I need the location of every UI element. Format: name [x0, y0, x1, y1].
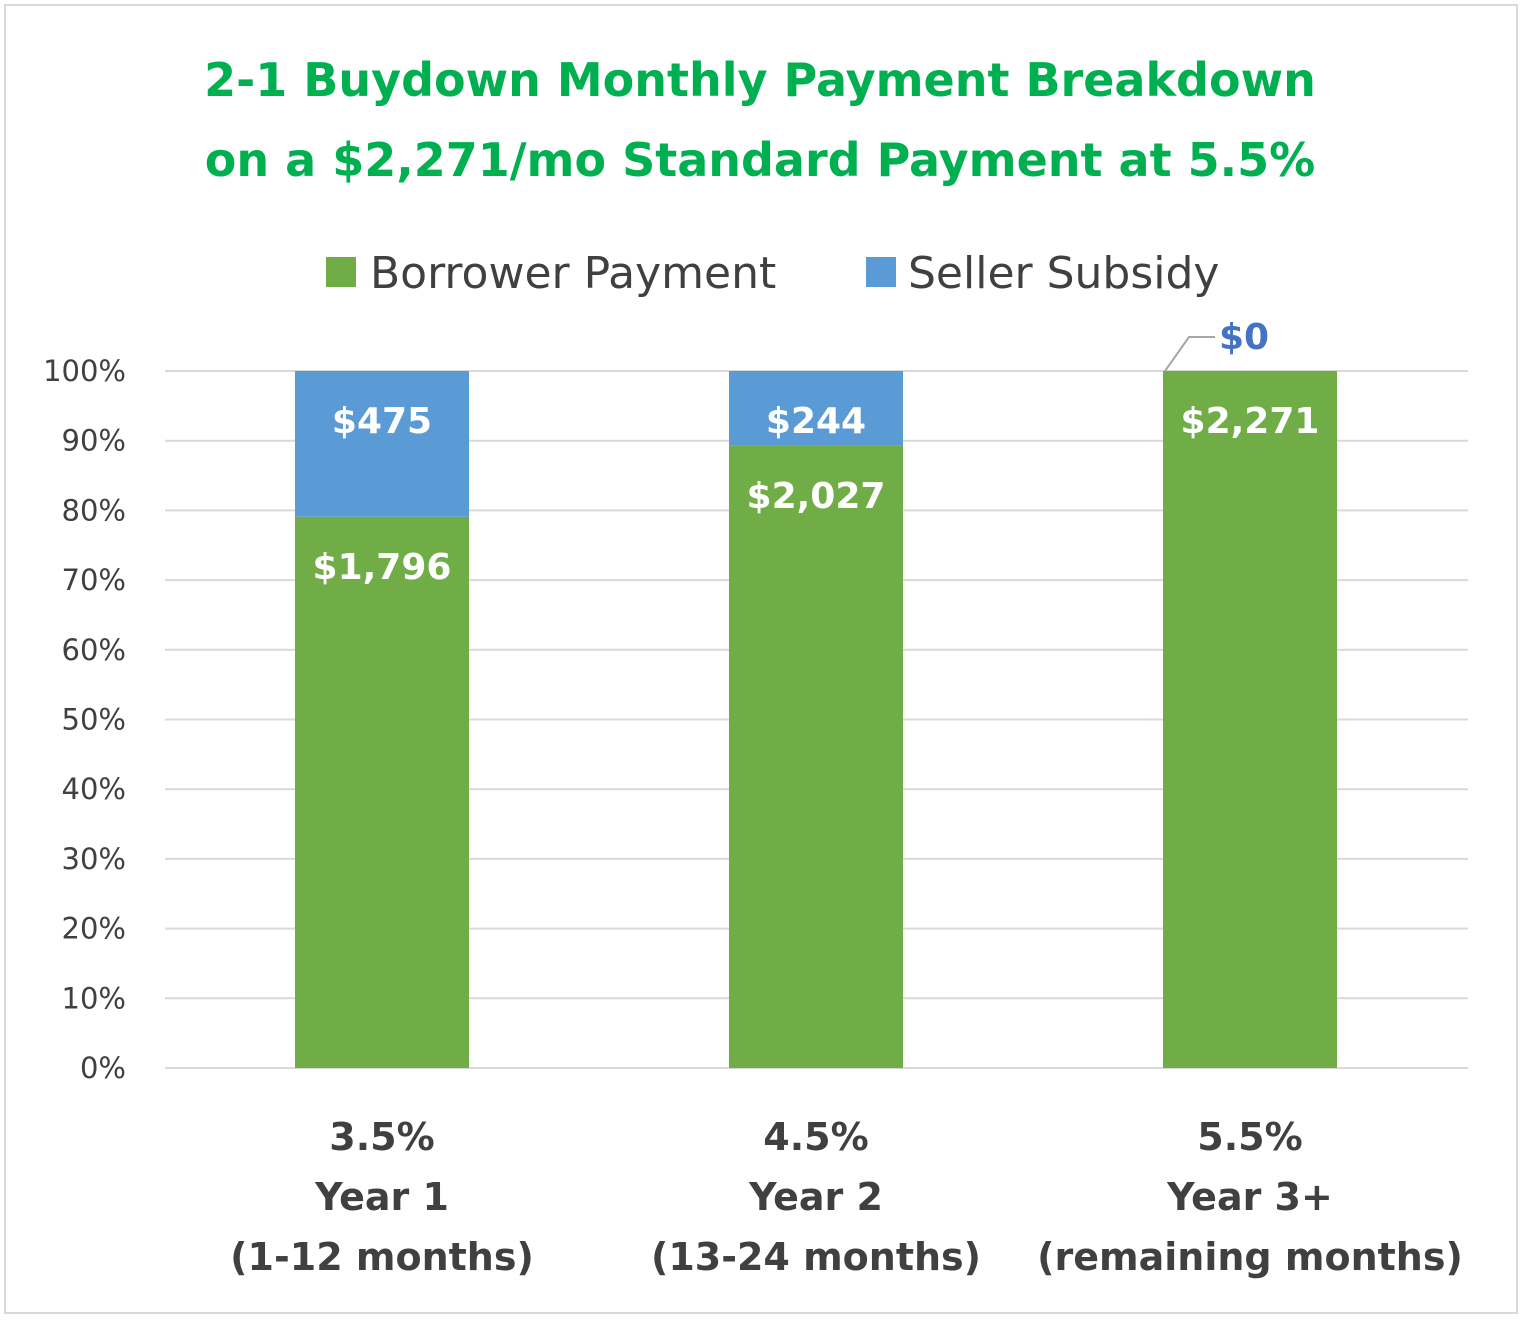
- chart-legend: Borrower Payment Seller Subsidy: [326, 248, 1219, 299]
- x-category-label-3: Year 3+: [1166, 1175, 1333, 1219]
- data-label-subsidy-3: $0: [1219, 317, 1269, 358]
- legend-label-2: Seller Subsidy: [908, 248, 1219, 299]
- bar-borrower-3: [1163, 371, 1337, 1068]
- legend-label-1: Borrower Payment: [370, 248, 776, 299]
- x-category-label-3: 5.5%: [1197, 1115, 1302, 1159]
- x-category-label-2: (13-24 months): [651, 1235, 981, 1279]
- bar-borrower-2: [729, 445, 903, 1068]
- title-line-1: 2-1 Buydown Monthly Payment Breakdown: [204, 53, 1316, 107]
- x-category-label-1: (1-12 months): [230, 1235, 534, 1279]
- y-tick-label: 100%: [43, 354, 126, 388]
- y-tick-label: 70%: [62, 563, 126, 597]
- data-label-borrower-3: $2,271: [1181, 401, 1320, 442]
- bar-subsidy-2: [729, 371, 903, 446]
- y-tick-label: 90%: [62, 424, 126, 458]
- data-label-borrower-1: $1,796: [313, 547, 452, 588]
- bar-borrower-1: [295, 516, 469, 1068]
- bar-subsidy-1: [295, 371, 469, 517]
- y-tick-label: 20%: [62, 912, 126, 946]
- data-label-borrower-2: $2,027: [747, 476, 886, 517]
- x-category-label-2: 4.5%: [763, 1115, 868, 1159]
- legend-swatch-1: [326, 257, 356, 287]
- y-tick-label: 60%: [62, 633, 126, 667]
- y-tick-label: 30%: [62, 842, 126, 876]
- y-tick-label: 50%: [62, 703, 126, 737]
- x-category-label-1: 3.5%: [329, 1115, 434, 1159]
- bars: [295, 371, 1337, 1068]
- x-category-label-1: Year 1: [314, 1175, 449, 1219]
- title-line-2: on a $2,271/mo Standard Payment at 5.5%: [205, 133, 1315, 187]
- zero-label-leader-line: [1164, 336, 1215, 372]
- y-tick-label: 10%: [62, 981, 126, 1015]
- y-tick-label: 0%: [80, 1051, 126, 1085]
- data-labels: $1,796 $475 $2,027 $244 $2,271 $0: [313, 317, 1320, 588]
- data-label-subsidy-1: $475: [332, 401, 432, 442]
- x-category-label-2: Year 2: [748, 1175, 883, 1219]
- legend-swatch-2: [866, 257, 896, 287]
- chart-title: 2-1 Buydown Monthly Payment Breakdown on …: [204, 53, 1316, 187]
- y-tick-label: 80%: [62, 493, 126, 527]
- x-category-label-3: (remaining months): [1037, 1235, 1463, 1279]
- y-tick-label: 40%: [62, 772, 126, 806]
- x-axis: 3.5% Year 1 (1-12 months) 4.5% Year 2 (13-24 …: [230, 1115, 1463, 1279]
- y-axis: 0% 10% 20% 30% 40% 50% 60% 70% 80% 90% 100%: [43, 354, 126, 1085]
- data-label-subsidy-2: $244: [766, 401, 866, 442]
